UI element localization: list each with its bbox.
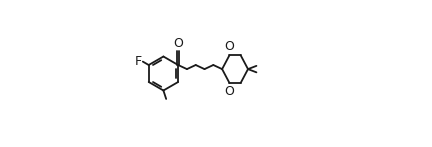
Text: O: O — [173, 37, 183, 50]
Text: O: O — [225, 40, 234, 53]
Text: O: O — [225, 85, 234, 98]
Text: F: F — [135, 55, 142, 68]
